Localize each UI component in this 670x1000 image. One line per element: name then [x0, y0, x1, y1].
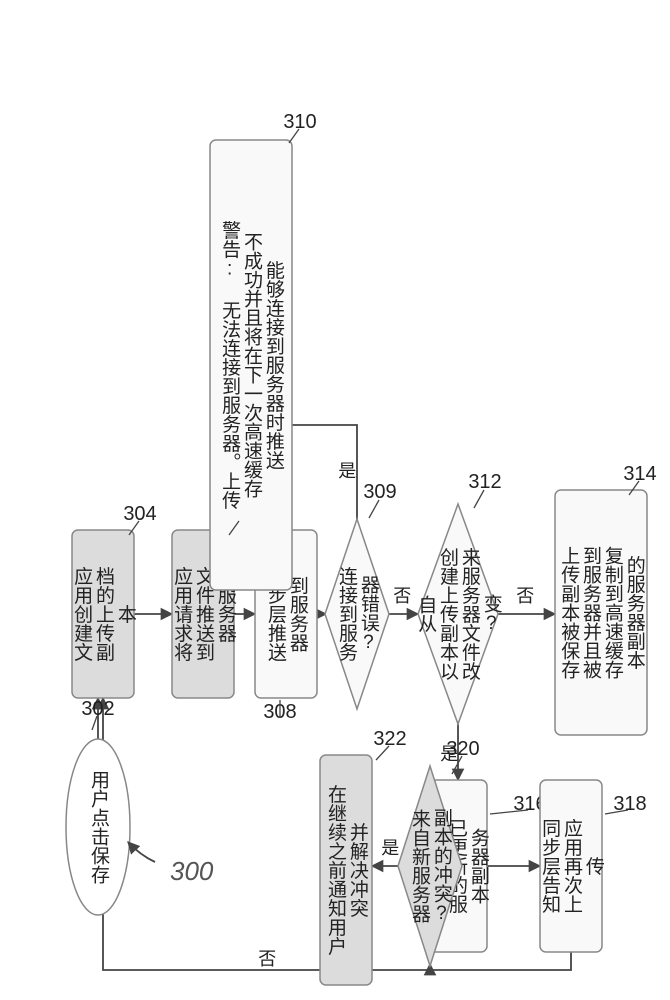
edge-label: 是 [336, 461, 356, 479]
svg-text:应用创建文: 应用创建文 [71, 566, 93, 661]
flow-node-322: 在继续之前通知用户并解决冲突 322 [320, 728, 407, 985]
svg-text:用户点击保存: 用户点击保存 [88, 770, 110, 884]
flow-node-312: 自从创建上传副本以来服务器文件改变? 312 [415, 471, 502, 724]
node-number: 310 [283, 111, 316, 133]
edge-label: 否 [256, 949, 276, 967]
svg-text:创建上传副本以: 创建上传副本以 [437, 547, 459, 680]
svg-text:副本的冲突?: 副本的冲突? [431, 808, 453, 924]
svg-text:上传副本被保存: 上传副本被保存 [558, 546, 580, 679]
svg-text:器错误?: 器错误? [358, 575, 380, 653]
svg-text:服务器: 服务器 [215, 586, 237, 643]
svg-text:来服务器文件改: 来服务器文件改 [459, 547, 481, 680]
svg-text:务器副本: 务器副本 [468, 828, 490, 904]
nodes-layer: 用户点击保存302应用创建文档的上传副本304应用请求将文件推送到服务器306同… [66, 111, 657, 985]
svg-text:应用再次上: 应用再次上 [561, 818, 583, 913]
svg-text:本: 本 [115, 604, 137, 623]
node-number: 322 [373, 728, 406, 750]
svg-text:并解决冲突: 并解决冲突 [347, 822, 369, 917]
svg-text:传: 传 [583, 856, 605, 875]
svg-text:来自新服务器: 来自新服务器 [409, 809, 431, 923]
edge-label: 否 [514, 586, 534, 604]
svg-text:警告: 无法连接到服务器。上传: 警告: 无法连接到服务器。上传 [219, 220, 241, 509]
edge-label: 是 [379, 838, 399, 856]
flow-node-304: 应用创建文档的上传副本 304 [71, 503, 157, 698]
flow-node-314: 上传副本被保存到服务器并且被复制到高速缓存的服务器副本 314 [555, 463, 657, 735]
figure-ref-number: 300 [170, 856, 214, 886]
svg-text:连接到服务: 连接到服务 [336, 566, 358, 661]
svg-text:的服务器副本: 的服务器副本 [624, 555, 646, 669]
node-number: 309 [363, 481, 396, 503]
svg-text:复制到高速缓存: 复制到高速缓存 [602, 546, 624, 679]
node-number: 304 [123, 503, 156, 525]
figure-ref-arrow [128, 842, 155, 862]
edge-label: 否 [391, 586, 411, 604]
node-number: 302 [81, 698, 114, 720]
flow-edge [430, 952, 571, 970]
svg-text:应用请求将: 应用请求将 [171, 566, 193, 661]
svg-text:档的上传副: 档的上传副 [93, 566, 115, 661]
svg-text:变?: 变? [481, 594, 503, 634]
svg-text:同步层告知: 同步层告知 [539, 819, 561, 914]
svg-text:不成功并且将在下一次高速缓存: 不成功并且将在下一次高速缓存 [241, 232, 263, 498]
node-number: 312 [468, 471, 501, 493]
flow-node-310: 警告: 无法连接到服务器。上传不成功并且将在下一次高速缓存能够连接到服务器时推送… [210, 111, 317, 590]
flow-node-309: 连接到服务器错误? 309 [325, 481, 397, 709]
flow-node-318: 同步层告知应用再次上传318 [539, 780, 647, 952]
node-number: 320 [446, 738, 479, 760]
node-number: 314 [623, 463, 656, 485]
svg-text:在继续之前通知用户: 在继续之前通知用户 [325, 784, 347, 955]
svg-text:自从: 自从 [415, 595, 437, 633]
svg-text:能够连接到服务器时推送: 能够连接到服务器时推送 [263, 260, 285, 469]
svg-text:到服务器并且被: 到服务器并且被 [580, 546, 602, 679]
